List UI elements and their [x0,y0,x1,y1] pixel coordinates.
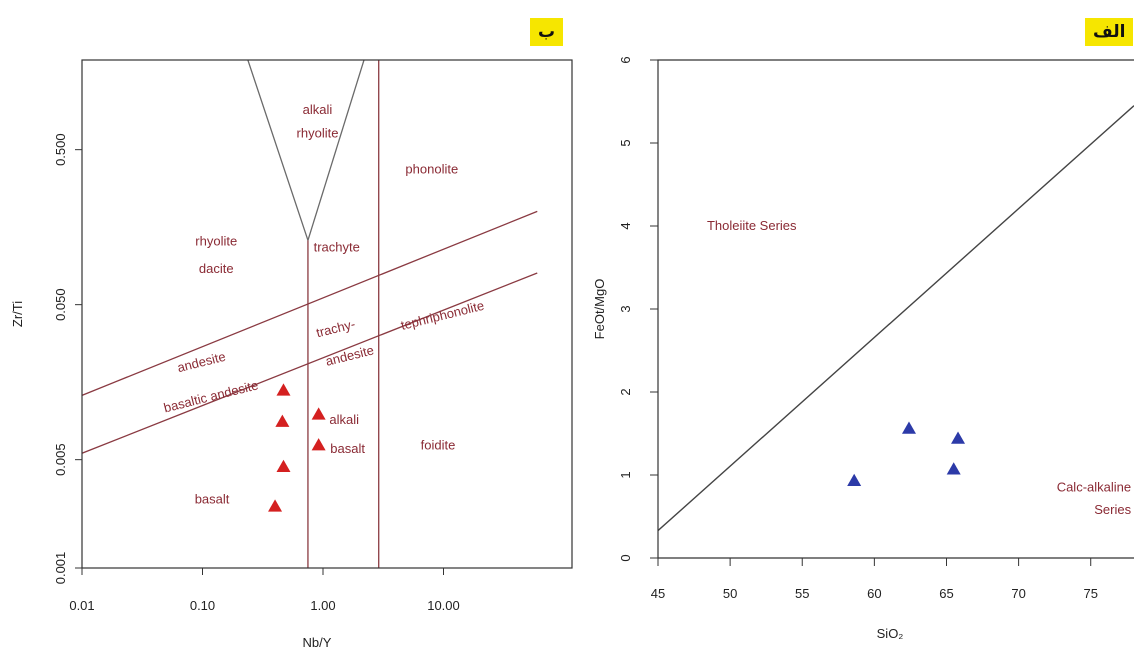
data-point [275,414,290,427]
field-label: alkali [329,412,359,427]
data-point [268,499,283,512]
plot-frame [81,59,573,569]
x-tick-label: 1.00 [310,598,335,613]
field-label: andesite [324,342,375,368]
data-point [311,407,326,420]
field-label: rhyolite [195,234,237,249]
x-tick-label: 65 [939,586,953,601]
y-tick-label: 1 [618,471,633,478]
y-tick-label: 4 [618,222,633,229]
x-axis-label: Nb/Y [303,635,332,650]
data-point [946,462,961,475]
boundary-line [247,60,309,241]
field-label: foidite [421,438,456,453]
field-label: Calc-alkaline [1057,480,1131,495]
x-tick-label: 0.01 [69,598,94,613]
y-axis-label: FeOt/MgO [592,279,607,340]
y-tick-label: 0 [618,554,633,561]
field-label: Series [1094,502,1131,517]
field-label: Tholeiite Series [707,218,797,233]
field-label: basalt [195,492,230,507]
boundary-lines [82,60,538,568]
data-point [276,383,291,396]
field-label: tephriphonolite [399,298,485,333]
y-tick-label: 0.050 [53,288,68,321]
field-label: trachy- [315,316,357,340]
x-tick-label: 75 [1083,586,1097,601]
field-label: alkali [303,102,333,117]
data-point [901,421,916,434]
x-tick-label: 70 [1011,586,1025,601]
field-label: trachyte [314,240,360,255]
boundary-line [82,210,538,396]
field-label: phonolite [405,162,458,177]
left-chart: 0.01 0.10 1.00 10.00 0.001 0.005 0.050 0.500 Nb/… [10,59,573,650]
boundary-line [307,60,365,241]
data-point [276,459,291,473]
right-chart: 45 50 55 60 65 70 750123456SiO₂FeOt/MgOTholeii… [592,56,1134,641]
field-label: basalt [330,441,365,456]
boundary-line [82,272,538,454]
y-tick-label: 5 [618,139,633,146]
right-panel-label: الف [1085,18,1134,46]
left-panel-label: ب [530,18,564,46]
x-tick-label: 10.00 [427,598,460,613]
y-tick-label: 0.005 [53,443,68,476]
data-point [951,431,966,444]
x-axis-label: SiO₂ [877,626,904,641]
x-tick-label: 50 [723,586,737,601]
field-label: basaltic andesite [162,377,260,415]
field-label: andesite [176,349,227,375]
x-tick-label: 60 [867,586,881,601]
x-tick-label: 45 [651,586,665,601]
y-tick-label: 3 [618,305,633,312]
x-tick-label: 0.10 [190,598,215,613]
y-axis-label: Zr/Ti [10,301,25,327]
y-tick-label: 0.500 [53,133,68,166]
data-point [311,438,326,451]
data-point [847,473,862,487]
y-tick-label: 2 [618,388,633,395]
field-label: rhyolite [297,125,339,140]
y-tick-label: 0.001 [53,552,68,585]
boundary-line [658,105,1134,532]
field-label: dacite [199,261,234,276]
y-tick-label: 6 [618,56,633,63]
x-tick-label: 55 [795,586,809,601]
